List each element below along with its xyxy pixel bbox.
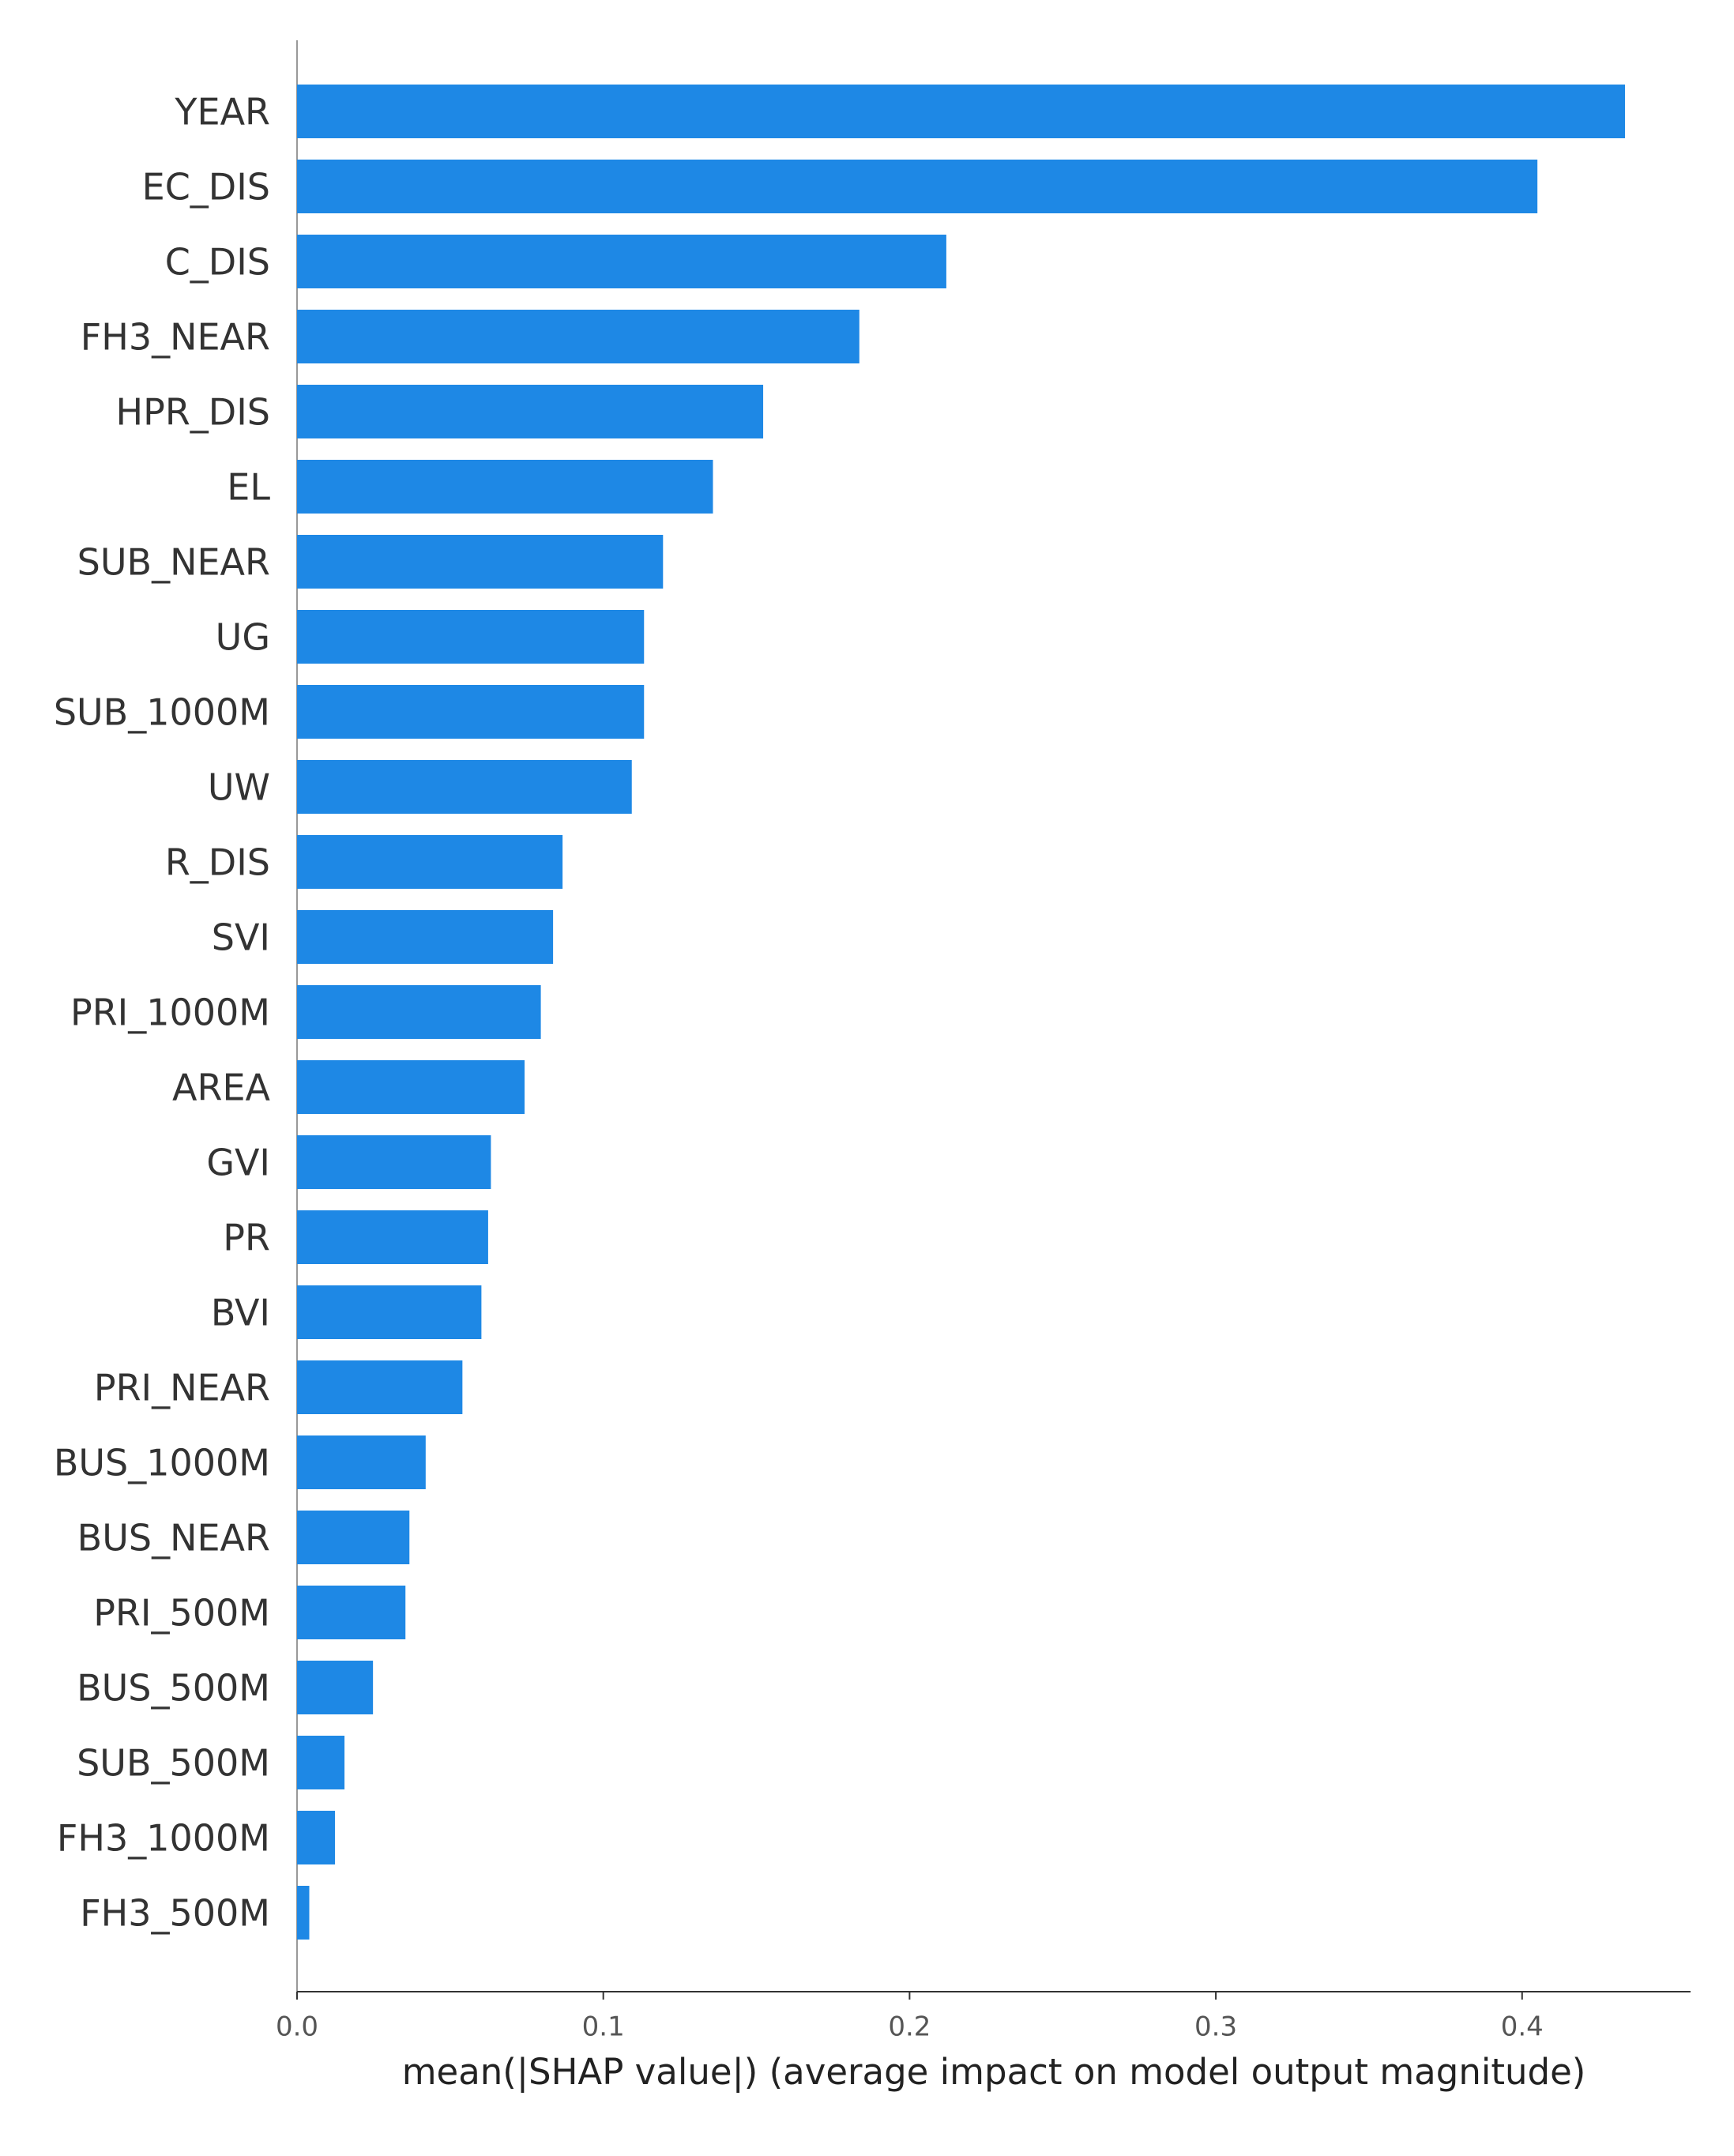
bar — [297, 835, 563, 889]
x-tick-label: 0.3 — [1194, 2011, 1237, 2043]
y-tick-label: BUS_500M — [77, 1667, 270, 1710]
y-tick-label: HPR_DIS — [116, 391, 270, 434]
y-tick-label: PRI_NEAR — [94, 1367, 270, 1409]
y-tick-label: YEAR — [174, 91, 270, 134]
bar — [297, 1511, 410, 1564]
y-tick-label: UW — [208, 766, 270, 809]
x-tick-label: 0.2 — [888, 2011, 931, 2043]
bar — [297, 610, 645, 664]
bar — [297, 160, 1538, 213]
y-tick-label: PRI_1000M — [70, 991, 270, 1034]
bar — [297, 1435, 426, 1489]
y-tick-label: EL — [227, 466, 270, 509]
bar — [297, 1135, 491, 1189]
bar — [297, 85, 1626, 138]
y-tick-label: SUB_1000M — [54, 691, 270, 734]
x-tick-label: 0.0 — [276, 2011, 318, 2043]
y-tick-label: C_DIS — [165, 241, 270, 284]
bar — [297, 1586, 406, 1639]
bar — [297, 1661, 374, 1714]
y-tick-label: SUB_500M — [77, 1742, 270, 1785]
y-tick-label: AREA — [172, 1067, 270, 1109]
x-tick-label: 0.4 — [1501, 2011, 1544, 2043]
bar — [297, 385, 764, 438]
bar — [297, 985, 541, 1039]
bar — [297, 235, 946, 288]
x-tick-label: 0.1 — [582, 2011, 625, 2043]
bar — [297, 1886, 310, 1940]
bar — [297, 460, 713, 514]
y-tick-label: GVI — [206, 1142, 270, 1184]
y-tick-label: EC_DIS — [142, 166, 270, 209]
y-tick-label: BVI — [211, 1292, 270, 1334]
y-tick-label: PRI_500M — [93, 1592, 270, 1635]
y-tick-label: BUS_1000M — [54, 1442, 270, 1484]
bar — [297, 1736, 345, 1789]
y-tick-label: FH3_1000M — [57, 1817, 270, 1860]
y-tick-label: BUS_NEAR — [77, 1517, 270, 1560]
bar — [297, 1060, 525, 1114]
bar — [297, 910, 554, 964]
y-tick-label: UG — [216, 616, 270, 659]
y-tick-label: SVI — [212, 916, 270, 959]
y-tick-label: FH3_500M — [80, 1892, 270, 1935]
bar — [297, 760, 632, 814]
y-tick-label: PR — [223, 1217, 270, 1259]
bar — [297, 1360, 463, 1414]
y-tick-label: R_DIS — [165, 841, 270, 884]
bar — [297, 310, 859, 363]
bar — [297, 1210, 488, 1264]
bar — [297, 1285, 482, 1339]
y-tick-label: SUB_NEAR — [77, 541, 270, 584]
bar — [297, 1811, 336, 1864]
x-axis-label: mean(|SHAP value|) (average impact on mo… — [402, 2051, 1586, 2093]
bar — [297, 535, 664, 589]
y-tick-label: FH3_NEAR — [81, 316, 270, 359]
bar — [297, 685, 645, 739]
